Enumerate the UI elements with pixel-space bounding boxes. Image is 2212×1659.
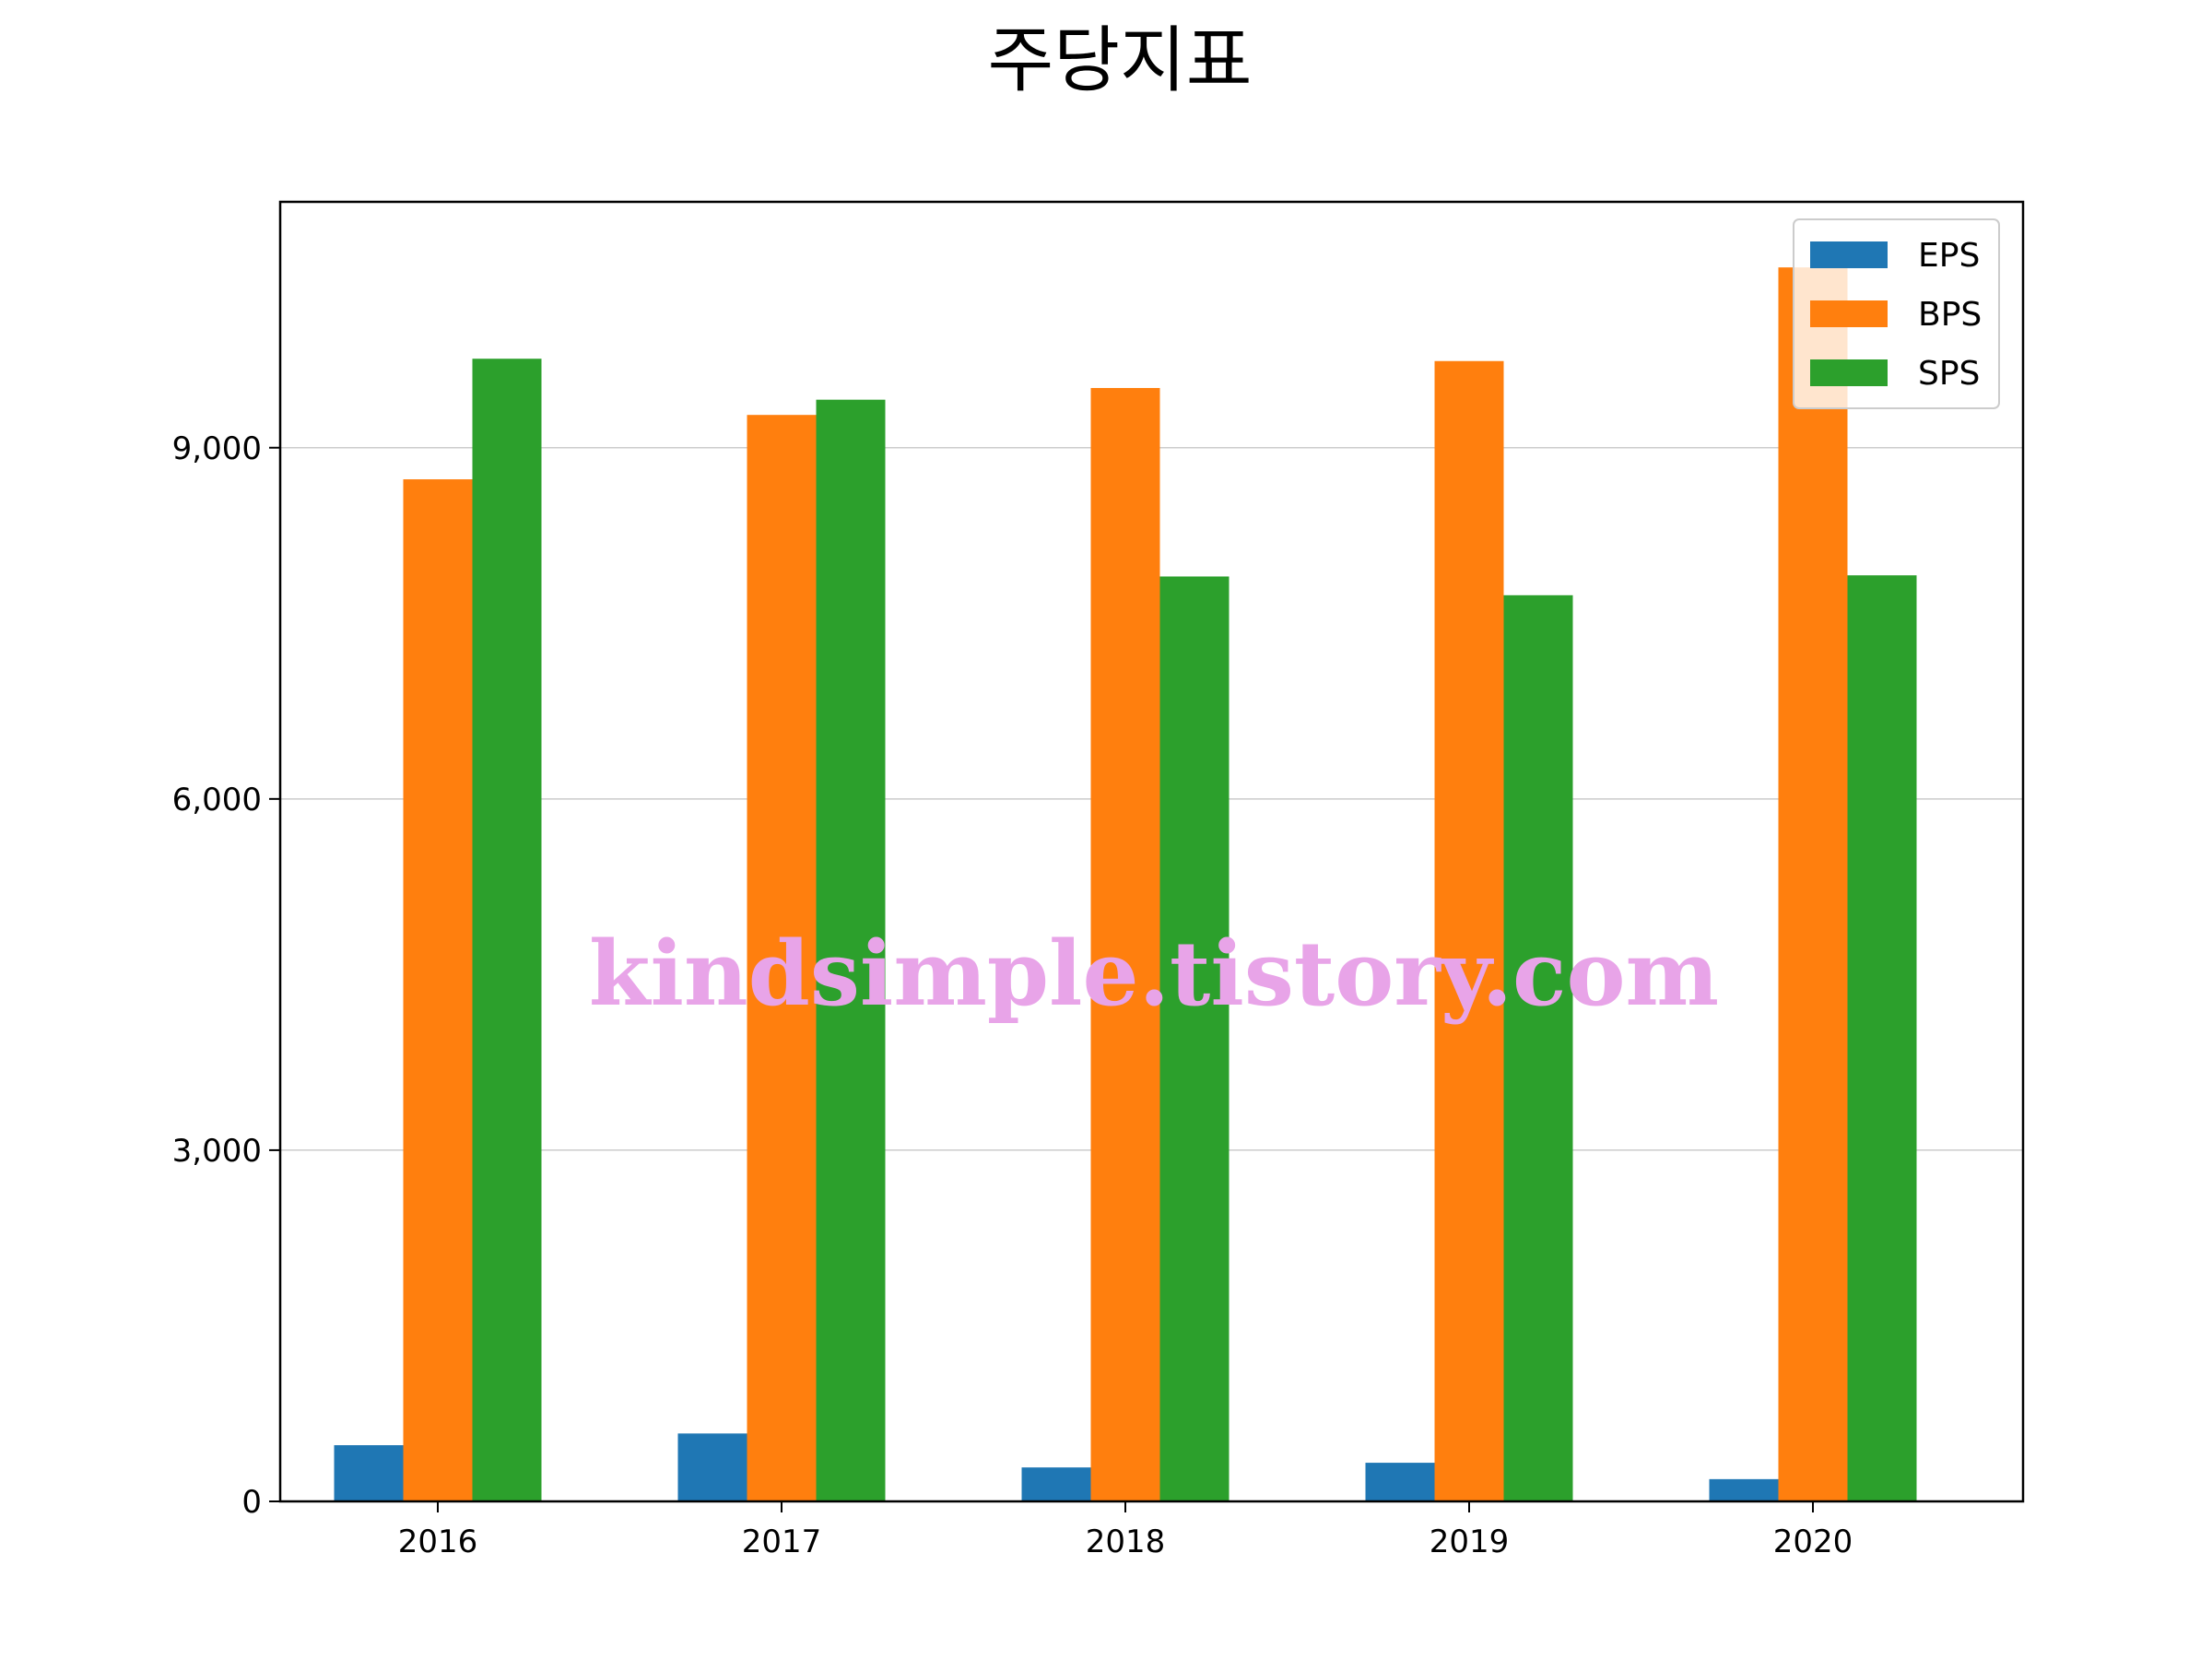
bars <box>334 267 1917 1502</box>
bar-eps <box>1709 1478 1779 1501</box>
x-tick-label: 2019 <box>1430 1524 1510 1560</box>
bar-bps <box>1090 387 1160 1502</box>
bar-bps <box>403 479 473 1501</box>
bar-sps <box>1503 594 1573 1501</box>
y-tick-label: 0 <box>241 1484 262 1521</box>
bar-eps <box>1021 1467 1091 1501</box>
y-tick-label: 9,000 <box>172 430 262 467</box>
legend-swatch-eps <box>1810 241 1888 268</box>
bar-bps <box>1434 360 1504 1502</box>
x-tick-label: 2020 <box>1773 1524 1853 1560</box>
bar-bps <box>747 415 817 1501</box>
watermark: kindsimple.tistory.com <box>589 922 1719 1026</box>
bar-eps <box>677 1433 747 1501</box>
bar-bps <box>1778 267 1848 1501</box>
bar-sps <box>1159 576 1230 1501</box>
x-tick-label: 2016 <box>398 1524 478 1560</box>
legend-swatch-bps <box>1810 300 1888 327</box>
legend-label-sps: SPS <box>1918 355 1980 393</box>
legend-swatch-sps <box>1810 359 1888 386</box>
y-tick-label: 3,000 <box>172 1133 262 1170</box>
bar-eps <box>1365 1463 1435 1501</box>
bar-sps <box>1847 575 1917 1501</box>
bar-sps <box>816 399 886 1502</box>
legend: EPS BPS SPS <box>1793 218 2000 409</box>
legend-label-eps: EPS <box>1918 237 1980 275</box>
chart-title: 주당지표 <box>987 19 1252 102</box>
y-axis: 0 3,000 6,000 9,000 <box>172 430 280 1521</box>
y-tick-label: 6,000 <box>172 782 262 818</box>
bar-sps <box>472 359 542 1502</box>
x-tick-label: 2017 <box>742 1524 822 1560</box>
plot-frame <box>278 200 2025 1503</box>
bar-eps <box>334 1445 404 1501</box>
x-tick-label: 2018 <box>1086 1524 1166 1560</box>
x-axis: 2016 2017 2018 2019 2020 <box>398 1501 1853 1560</box>
legend-label-bps: BPS <box>1918 296 1982 334</box>
